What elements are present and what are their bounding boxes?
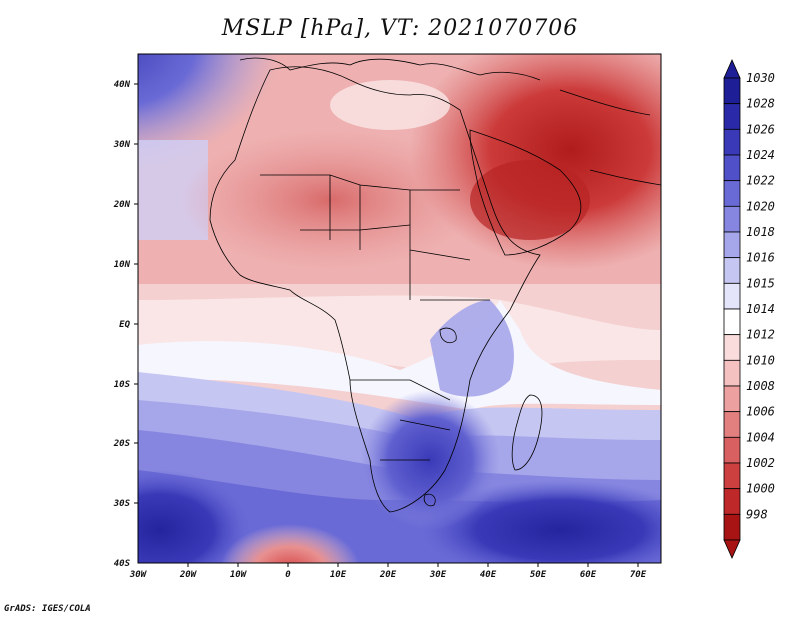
lat-axis: 40N 30N 20N 10N EQ 10S 20S 30S 40S [113, 80, 138, 569]
colorbar-swatch [723, 231, 741, 259]
colorbar-label: 1016 [746, 251, 775, 265]
lon-tick-label: 30E [429, 570, 447, 580]
plot-frame [137, 53, 662, 564]
map-title: MSLP [hPa], VT: 2021070706 [221, 16, 579, 41]
colorbar-swatch [723, 282, 741, 310]
colorbar-arrow-low [723, 539, 741, 559]
colorbar-label: 1020 [746, 199, 775, 213]
lat-tick-label: 30S [113, 499, 131, 509]
colorbar-label: 1014 [746, 302, 775, 316]
colorbar-arrow-high [723, 59, 741, 79]
colorbar-swatch [723, 334, 741, 361]
colorbar-swatch [723, 205, 741, 233]
lon-tick-label: 70E [630, 570, 647, 580]
colorbar-label: 1028 [746, 97, 775, 111]
lat-tick-label: EQ [119, 320, 130, 330]
lon-tick-label: 40E [480, 570, 497, 580]
lat-tick-label: 40N [114, 80, 131, 90]
lon-tick-label: 10W [230, 570, 248, 580]
colorbar-swatch [723, 257, 741, 284]
colorbar-swatch [723, 513, 741, 541]
colorbar-swatch [723, 128, 741, 156]
lon-tick-label: 30W [129, 570, 148, 580]
lon-tick-label: 20E [379, 570, 397, 580]
colorbar-label: 1002 [746, 456, 775, 470]
lon-tick-label: 20W [179, 570, 198, 580]
lat-tick-label: 20S [113, 439, 131, 449]
lon-tick-label: 50E [530, 570, 547, 580]
colorbar-swatch [723, 154, 741, 182]
colorbar-label: 1030 [746, 71, 775, 85]
coastlines [209, 57, 661, 513]
colorbar-swatch [723, 462, 741, 490]
lat-tick-label: 10S [114, 380, 131, 390]
grads-credit: GrADS: IGES/COLA [4, 604, 91, 614]
lon-tick-label: 0 [285, 570, 291, 580]
lon-tick-label: 60E [580, 570, 597, 580]
colorbar-swatch [723, 180, 741, 207]
colorbar-label: 1015 [746, 276, 775, 290]
colorbar-label: 1026 [746, 122, 775, 136]
colorbar-label: 1018 [746, 225, 775, 239]
colorbar-label: 1024 [746, 148, 775, 162]
pressure-field [138, 54, 661, 563]
lat-tick-label: 30N [113, 140, 131, 150]
colorbar-swatch [723, 77, 741, 105]
colorbar-label: 1000 [746, 482, 775, 496]
colorbar-label: 1012 [746, 328, 775, 342]
colorbar-swatch [723, 385, 741, 413]
colorbar-label: 1022 [746, 174, 775, 188]
colorbar-swatch [723, 359, 741, 387]
colorbar-label: 1008 [746, 379, 775, 393]
colorbar-label: 1010 [746, 353, 775, 367]
colorbar-swatch [723, 436, 741, 464]
colorbar: 1030 1028 1026 1024 1022 1020 1018 1016 1015 1014… [723, 59, 775, 559]
colorbar-label: 1004 [746, 430, 775, 444]
colorbar-swatch [723, 103, 741, 130]
colorbar-swatch [723, 308, 741, 336]
colorbar-label: 1006 [746, 405, 775, 419]
lon-tick-label: 10E [330, 570, 347, 580]
lat-tick-label: 10N [114, 260, 131, 270]
colorbar-label: 998 [746, 507, 768, 521]
colorbar-swatch [723, 411, 741, 438]
lat-tick-label: 20N [113, 200, 131, 210]
colorbar-swatch [723, 488, 741, 515]
lon-axis: 30W 20W 10W 0 10E 20E 30E 40E 50E 60E 70… [129, 563, 647, 580]
lat-tick-label: 40S [114, 559, 131, 569]
